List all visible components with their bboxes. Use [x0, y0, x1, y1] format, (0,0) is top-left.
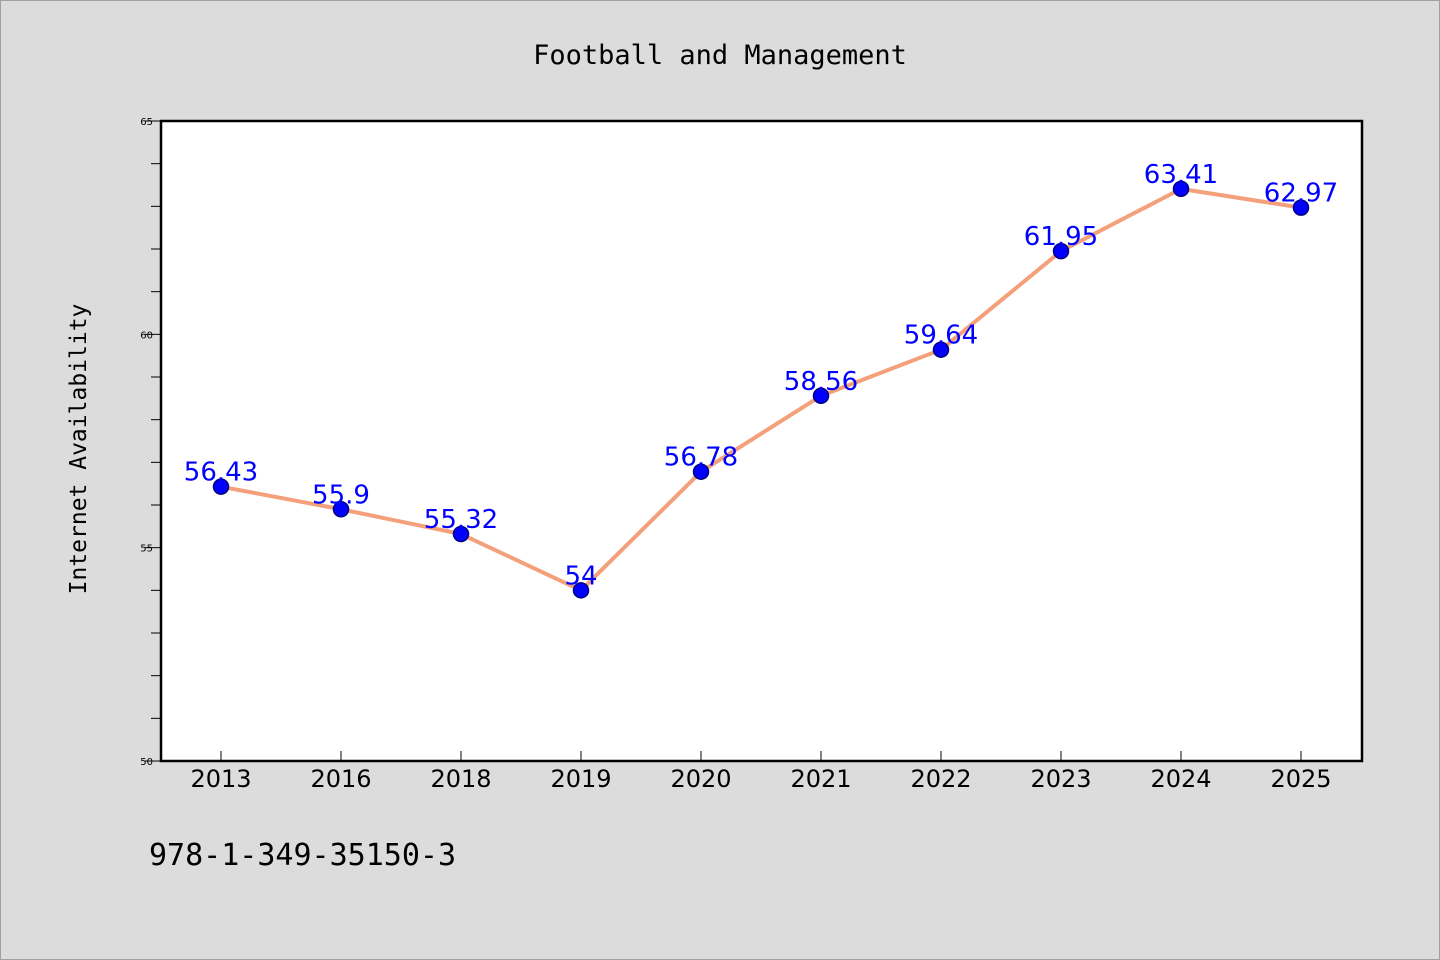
x-tick-label: 2013	[190, 765, 251, 793]
data-point	[452, 525, 470, 543]
data-point	[212, 478, 230, 495]
x-axis: 2013 2016 2018 2019 2020 2021 2022 2023 2024 2025	[190, 751, 1332, 793]
data-label: 55.32	[424, 505, 498, 535]
data-point	[1052, 242, 1070, 260]
plot-frame	[159, 119, 1364, 763]
data-point	[572, 582, 590, 599]
x-tick-label: 2023	[1030, 765, 1091, 793]
data-label: 58.56	[784, 367, 858, 397]
data-point	[1172, 180, 1190, 198]
data-label: 62.97	[1264, 179, 1338, 209]
x-tick-label: 2016	[310, 765, 371, 793]
data-point	[692, 463, 710, 480]
series-layer: 56.43 55.9 55.32 54 56.78 58.56 59.64 61.95 63.4…	[184, 160, 1338, 599]
data-point	[812, 387, 830, 405]
data-label: 63.41	[1144, 160, 1218, 190]
series-line	[219, 186, 1303, 593]
data-label: 55.9	[312, 480, 370, 510]
data-label: 56.78	[664, 443, 738, 473]
y-axis: 50 55 60 65	[140, 117, 161, 768]
data-label: 54	[564, 561, 597, 591]
y-tick-label: 60	[140, 330, 153, 341]
chart-title: Football and Management	[533, 40, 907, 71]
y-tick-label: 55	[140, 544, 153, 555]
data-point	[932, 341, 950, 358]
x-tick-label: 2022	[910, 765, 971, 793]
x-tick-label: 2018	[430, 765, 491, 793]
y-tick-label: 65	[140, 117, 153, 128]
x-tick-label: 2021	[790, 765, 851, 793]
isbn-text: 978-1-349-35150-3	[149, 838, 456, 873]
data-label: 59.64	[904, 321, 978, 351]
x-tick-label: 2019	[550, 765, 611, 793]
data-point	[1292, 199, 1310, 216]
y-axis-label: Internet Availability	[66, 304, 92, 595]
data-label: 56.43	[184, 458, 258, 488]
data-label: 61.95	[1024, 222, 1098, 252]
x-tick-label: 2025	[1270, 765, 1331, 793]
data-point	[332, 501, 350, 518]
x-tick-label: 2024	[1150, 765, 1211, 793]
y-tick-label: 50	[140, 757, 153, 768]
x-tick-label: 2020	[670, 765, 731, 793]
plot-area	[161, 121, 1362, 761]
